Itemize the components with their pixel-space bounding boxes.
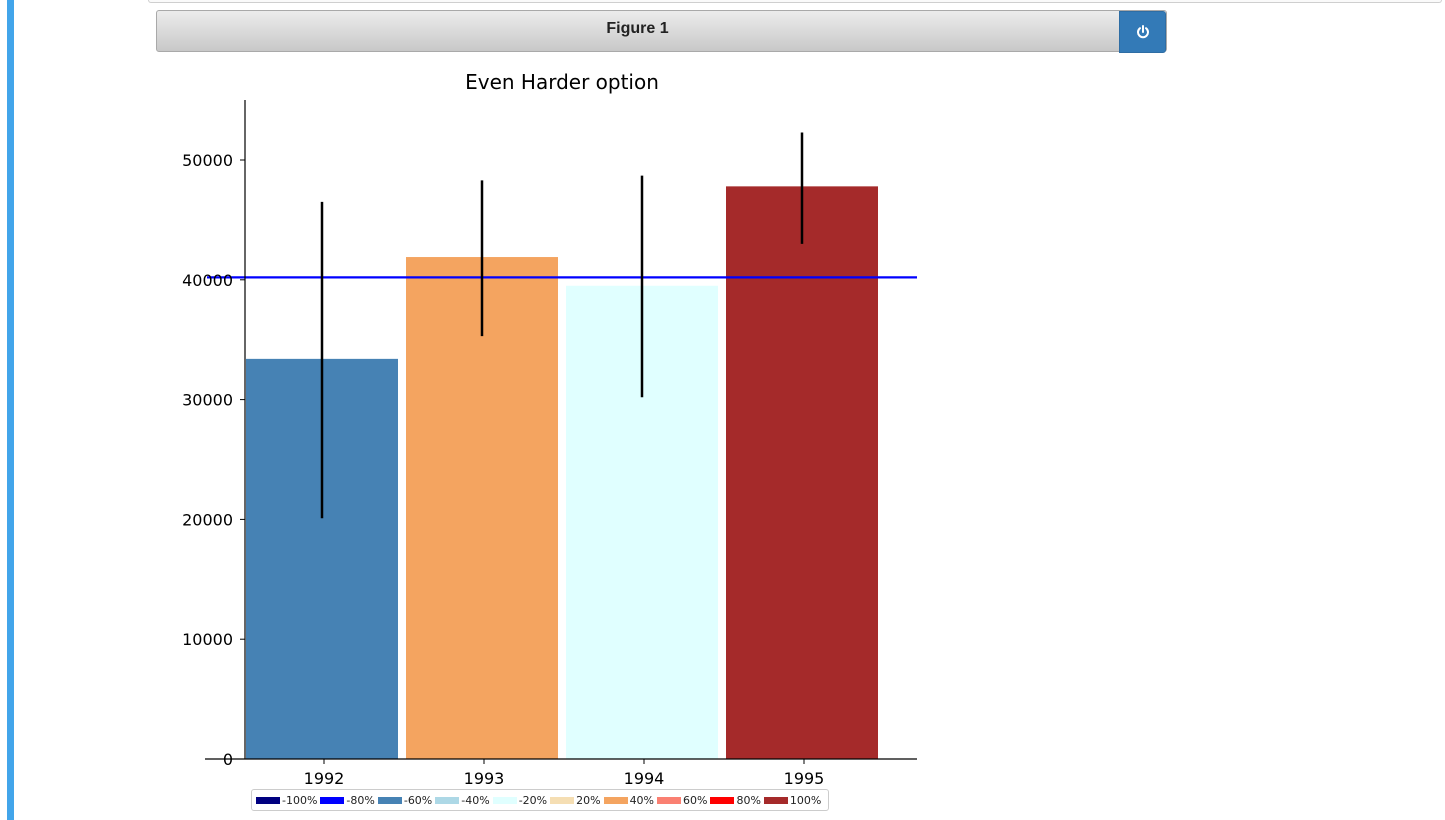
legend-swatch xyxy=(435,796,460,804)
chart-title: Even Harder option xyxy=(465,70,659,94)
legend-swatch xyxy=(710,796,735,804)
legend-label: -100% xyxy=(282,793,318,807)
legend-swatch xyxy=(657,796,682,804)
x-tick-label: 1994 xyxy=(624,769,665,788)
bar-1993 xyxy=(406,257,558,759)
legend-swatch xyxy=(320,796,345,804)
legend-swatch xyxy=(256,796,280,804)
y-tick-label: 30000 xyxy=(182,391,233,410)
legend-item: -40% xyxy=(435,793,490,807)
legend-item: 80% xyxy=(710,793,761,807)
legend-label: -60% xyxy=(403,793,433,807)
figure-title: Figure 1 xyxy=(606,20,669,37)
y-tick-label: 20000 xyxy=(182,510,233,529)
legend-label: -20% xyxy=(518,793,548,807)
legend-item: -60% xyxy=(377,793,433,807)
x-tick-label: 1995 xyxy=(784,769,825,788)
bar-1995 xyxy=(726,186,878,759)
x-tick-label: 1993 xyxy=(464,769,505,788)
y-tick-label: 50000 xyxy=(182,151,233,170)
legend-item: -100% xyxy=(256,794,317,807)
legend-swatch xyxy=(603,796,628,804)
top-container-edge xyxy=(148,0,1442,3)
legend-label: -80% xyxy=(346,793,375,807)
y-tick-label: 10000 xyxy=(182,630,233,649)
legend-item: -20% xyxy=(492,793,548,807)
y-tick-label: 0 xyxy=(223,750,233,769)
x-tick-label: 1992 xyxy=(304,769,345,788)
figure-header: Figure 1 xyxy=(156,10,1167,53)
legend-label: 40% xyxy=(629,793,655,807)
legend-item: 40% xyxy=(603,793,655,807)
legend-item: 100% xyxy=(763,793,822,807)
legend-label: 60% xyxy=(683,793,708,807)
legend-swatch xyxy=(377,796,402,804)
legend-swatch xyxy=(492,796,517,804)
legend-label: 80% xyxy=(736,793,761,807)
legend-label: 20% xyxy=(576,793,601,807)
legend-label: -40% xyxy=(461,793,490,807)
legend-swatch xyxy=(550,796,575,804)
chart-legend: -100% -80% -60% -40% -20% 20% 40% 60% 80% 100% xyxy=(251,789,830,811)
left-accent-bar xyxy=(7,0,14,820)
legend-item: -80% xyxy=(320,793,375,807)
legend-item: 60% xyxy=(657,794,707,807)
legend-label: 100% xyxy=(789,793,822,807)
legend-swatch xyxy=(763,796,788,804)
legend-item: 20% xyxy=(550,793,601,807)
power-icon xyxy=(1136,25,1149,39)
power-button[interactable] xyxy=(1119,11,1166,53)
y-tick-label: 40000 xyxy=(182,271,233,290)
